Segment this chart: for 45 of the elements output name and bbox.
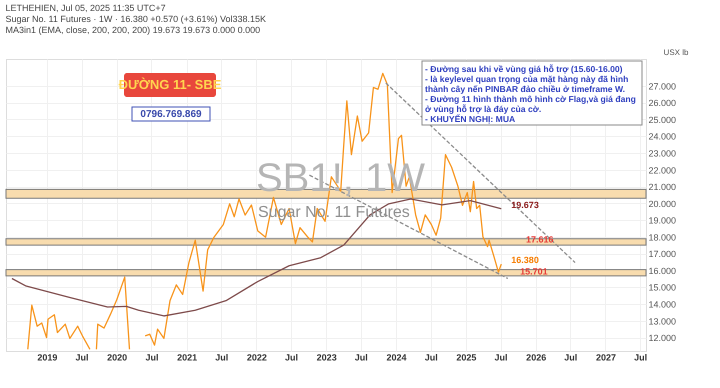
annotation: - Đường sau khi về vùng giá hỗ trợ (15.60-16.00) - là keylevel quan trọng của mặt hàng này đã hình thành cây nến PINBAR đảo chiều ở timeframe W. (425, 64, 628, 94)
x-tick-label: Jul (285, 352, 298, 362)
x-tick-label: Jul (564, 352, 578, 362)
y-axis-title: USX lb (664, 48, 689, 57)
annotation: - Đường 11 hình thành mô hình cờ Flag,và giá đang ở vùng hỗ trợ là đáy của cờ. (425, 94, 636, 114)
y-tick-label: 12.000 (648, 333, 676, 344)
y-tick-label: 19.000 (648, 216, 676, 226)
x-tick-label: Jul (215, 352, 228, 362)
text: LETHEHIEN, Jul 05, 2025 11:35 UTC+7 (6, 3, 166, 13)
y-tick-label: 24.000 (648, 132, 676, 142)
y-tick-label: 18.000 (648, 232, 676, 242)
x-tick-label: 2026 (526, 352, 546, 362)
x-tick-label: Jul (634, 352, 648, 362)
x-tick-label: Jul (424, 352, 438, 362)
line-series (11, 198, 502, 317)
annotation: 16.380 (511, 255, 539, 266)
x-tick-label: 2020 (107, 352, 128, 362)
x-tick-label: 2022 (246, 352, 267, 362)
y-tick-label: 15.000 (648, 282, 676, 293)
text: Sugar No. 11 Futures · 1W · 16.380 +0.570 (+3.61%) Vol338.15K (6, 14, 266, 24)
annotation: - KHUYẾN NGHỊ: MUA (425, 114, 516, 124)
annotation: 19.673 (511, 200, 539, 210)
x-tick-label: 2024 (386, 352, 406, 362)
y-tick-label: 14.000 (648, 300, 676, 310)
text: MA3in1 (EMA, close, 200, 200, 200) 19.673 19.673 0.000 0.000 (6, 25, 260, 35)
y-tick-label: 17.000 (648, 249, 676, 260)
x-tick-label: 2019 (37, 352, 58, 362)
x-tick-label: 2023 (316, 352, 337, 362)
y-tick-label: 21.000 (648, 182, 676, 192)
y-tick-label: 20.000 (648, 198, 676, 209)
y-tick-label: 27.000 (648, 81, 676, 92)
x-tick-label: 2021 (177, 352, 198, 362)
x-tick-label: Jul (76, 352, 89, 362)
annotation: 0796.769.869 (140, 109, 202, 120)
x-tick-label: 2027 (596, 352, 616, 362)
x-tick-label: Jul (494, 352, 508, 362)
y-tick-label: 16.000 (648, 266, 676, 276)
x-tick-label: Jul (145, 352, 158, 362)
y-tick-label: 22.000 (648, 165, 676, 176)
y-tick-label: 23.000 (648, 148, 676, 158)
y-tick-label: 26.000 (648, 98, 676, 108)
x-tick-label: 2025 (456, 352, 476, 362)
x-tick-label: Jul (354, 352, 368, 362)
y-tick-label: 25.000 (648, 114, 676, 125)
y-tick-label: 13.000 (648, 316, 676, 326)
